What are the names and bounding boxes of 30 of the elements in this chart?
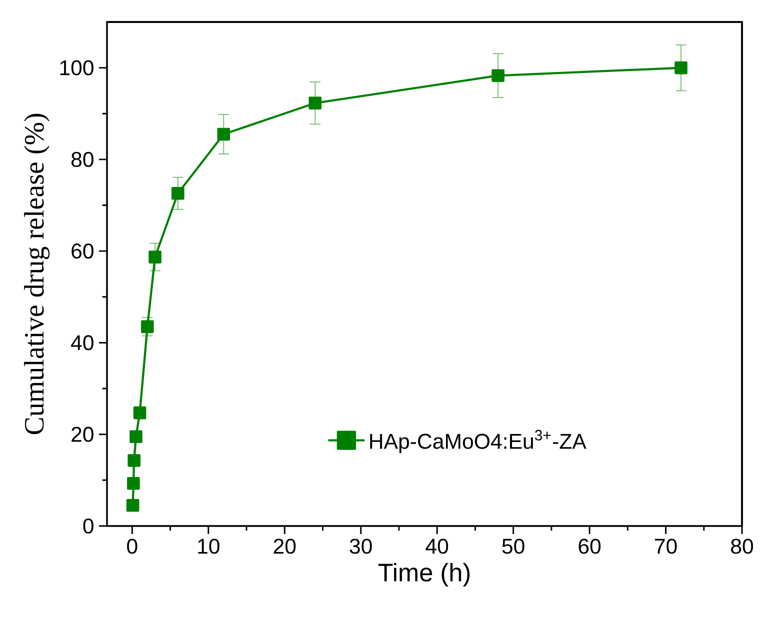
point [127, 476, 140, 490]
legend-label: HAp-CaMoO4:Eu$^{3+}$-ZA [370, 430, 586, 454]
point [674, 61, 688, 74]
x-tick-label: 40 [426, 538, 448, 554]
x-tick-label: 20 [274, 538, 296, 554]
point [217, 128, 230, 141]
point [171, 186, 184, 200]
point [141, 320, 154, 334]
y-tick-label: 80 [71, 152, 94, 167]
x-tick-label: 70 [654, 538, 677, 554]
x-tick-label: 80 [731, 538, 754, 554]
point [148, 250, 162, 264]
point [308, 96, 322, 110]
x-tick-label: 50 [502, 538, 524, 554]
y-tick-label: 100 [60, 60, 94, 76]
y-tick-label: 20 [72, 426, 94, 442]
x-tick-label: 0 [127, 538, 138, 554]
point [128, 454, 140, 467]
y-tick-label: 40 [71, 335, 94, 350]
y-tick-label: 0 [83, 518, 94, 534]
x-axis-title: Time (h) [378, 562, 470, 587]
point [130, 430, 142, 444]
x-tick-label: 30 [350, 538, 372, 554]
x-tick-label: 60 [578, 538, 601, 554]
point [126, 498, 140, 512]
x-tick-label: 10 [198, 538, 220, 554]
point [133, 406, 146, 420]
y-tick-label: 60 [72, 244, 94, 259]
point [492, 69, 504, 82]
y-axis-title: Cumulative drug release (%) [24, 114, 50, 434]
